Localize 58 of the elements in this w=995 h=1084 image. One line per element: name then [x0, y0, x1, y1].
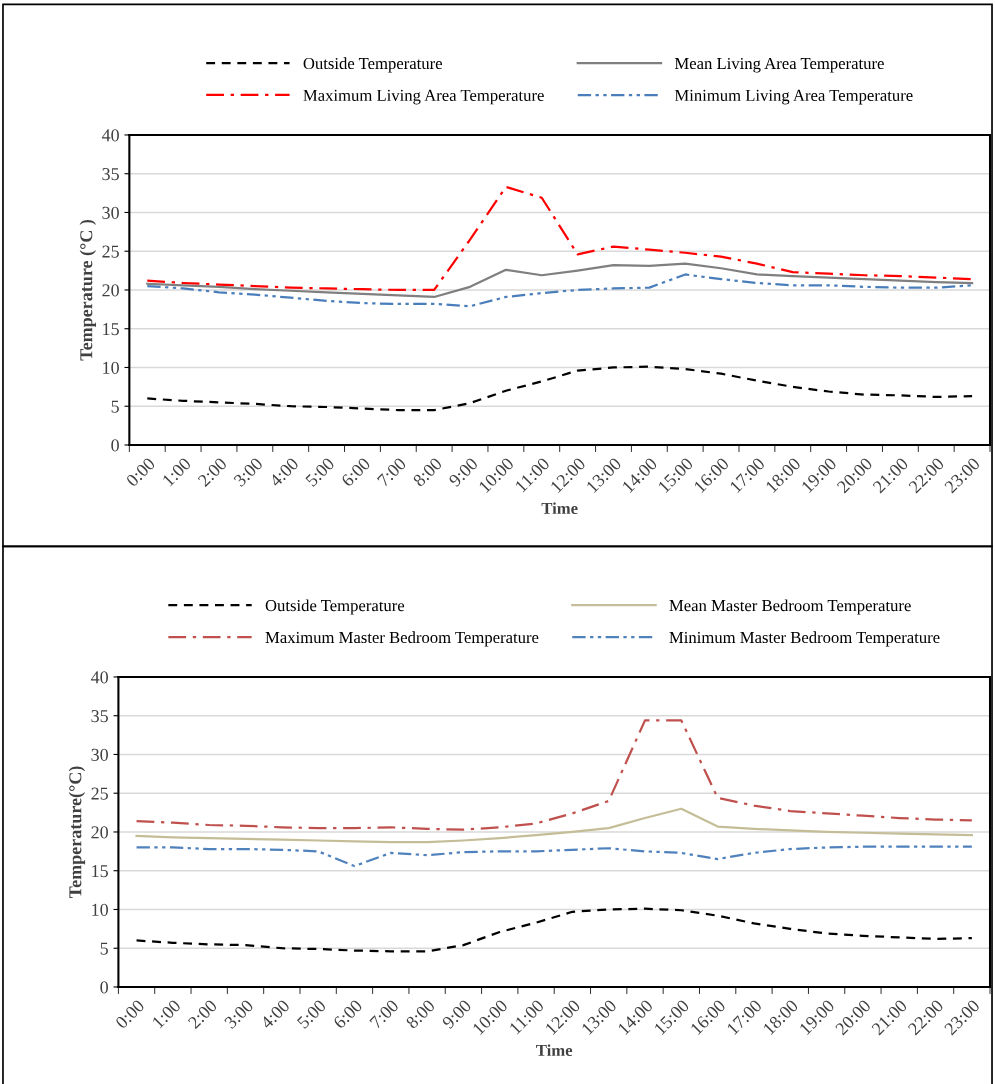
- y-axis-title: Temperature(°C): [68, 766, 86, 898]
- x-tick-label: 9:00: [448, 456, 479, 488]
- y-tick-label: 20: [91, 826, 108, 839]
- y-tick-label: 20: [102, 284, 119, 297]
- line-series: [146, 273, 974, 308]
- x-tick-label: 1:00: [161, 456, 192, 487]
- y-tick-label: 15: [92, 865, 108, 878]
- y-tick-label: 15: [103, 323, 119, 336]
- legend-label: Mean Living Area Temperature: [674, 57, 884, 73]
- y-tick-label: 35: [102, 168, 119, 181]
- y-tick-label: 10: [92, 903, 108, 916]
- y-tick-label: 30: [91, 748, 108, 761]
- y-tick-label: 25: [102, 245, 119, 258]
- x-tick-label: 7:00: [369, 998, 400, 1029]
- line-series: [135, 807, 973, 844]
- x-tick-label: 1:00: [151, 998, 182, 1029]
- x-tick-label: 5:00: [305, 456, 336, 488]
- y-tick-label: 10: [103, 361, 119, 374]
- legend-label: Minimum Living Area Temperature: [674, 89, 913, 105]
- y-tick-label: 0: [100, 981, 108, 994]
- legend-label: Outside Temperature: [265, 599, 405, 615]
- x-tick-label: 5:00: [296, 998, 327, 1030]
- y-tick-label: 40: [90, 671, 108, 684]
- legend-label: Outside Temperature: [303, 57, 442, 73]
- x-tick-label: 0:00: [125, 456, 156, 488]
- line-series: [146, 365, 974, 412]
- legend-label: Minimum Master Bedroom Temperature: [669, 631, 940, 647]
- x-tick-label: 7:00: [376, 456, 407, 487]
- y-tick-label: 0: [111, 439, 119, 452]
- x-tick-label: 2:00: [197, 456, 228, 488]
- line-series: [135, 845, 973, 868]
- line-series: [146, 185, 974, 292]
- x-tick-label: 0:00: [114, 998, 146, 1030]
- x-axis-title: Time: [536, 1044, 573, 1057]
- x-tick-label: 3:00: [233, 456, 264, 488]
- x-tick-label: 4:00: [268, 456, 300, 488]
- y-tick-label: 25: [91, 787, 108, 800]
- line-series: [146, 262, 974, 299]
- x-tick-label: 2:00: [187, 998, 218, 1030]
- legend-label: Maximum Master Bedroom Temperature: [265, 631, 539, 647]
- x-tick-label: 8:00: [405, 998, 436, 1030]
- x-tick-label: 8:00: [412, 456, 443, 488]
- y-tick-label: 40: [101, 129, 119, 142]
- line-series: [135, 907, 973, 953]
- legend-label: Maximum Living Area Temperature: [303, 89, 544, 105]
- x-tick-label: 6:00: [332, 998, 364, 1030]
- y-tick-label: 30: [102, 206, 119, 219]
- x-tick-label: 4:00: [259, 998, 291, 1030]
- x-tick-label: 3:00: [223, 998, 255, 1030]
- line-series: [135, 719, 973, 831]
- x-tick-label: 6:00: [340, 456, 371, 488]
- y-tick-label: 5: [100, 942, 108, 955]
- y-axis-title: Temperature (°C ): [79, 219, 97, 361]
- x-axis-title: Time: [541, 502, 578, 515]
- legend-label: Mean Master Bedroom Temperature: [669, 599, 911, 615]
- y-tick-label: 5: [111, 400, 119, 413]
- y-tick-label: 35: [91, 710, 108, 723]
- x-tick-label: 9:00: [441, 998, 472, 1030]
